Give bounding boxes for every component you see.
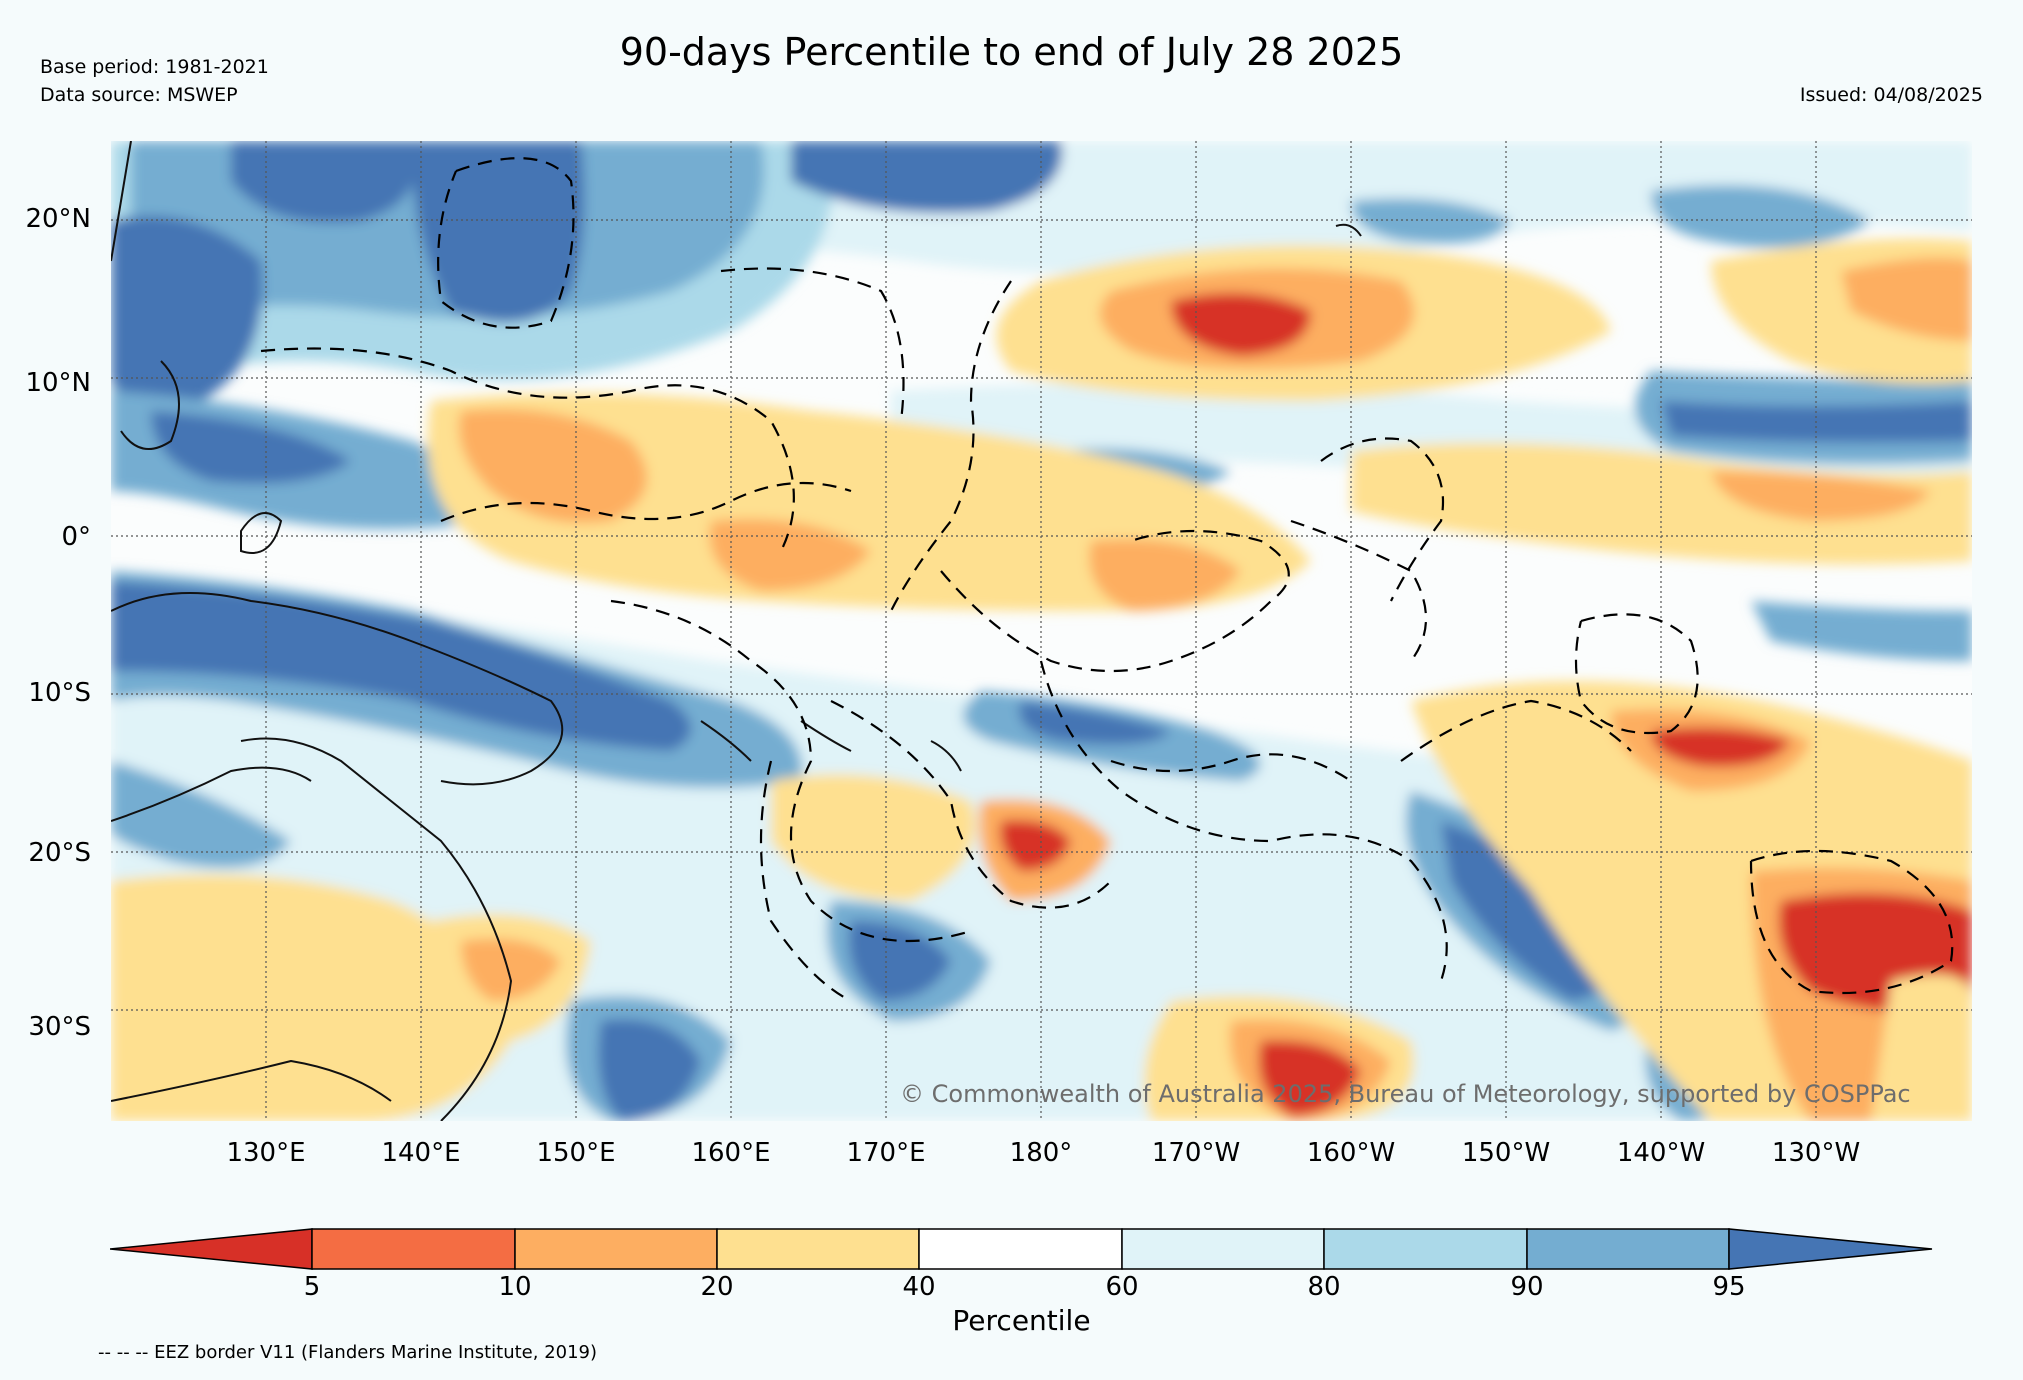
colorbar-segment-0 — [110, 1228, 313, 1270]
eez-border-note: -- -- -- EEZ border V11 (Flanders Marine… — [98, 1342, 598, 1363]
colorbar-segment-8 — [1728, 1228, 1933, 1270]
copyright-notice: © Commonwealth of Australia 2025, Bureau… — [900, 1080, 1911, 1108]
lat-label-10s: 10°S — [28, 678, 91, 708]
colorbar-tick: 80 — [1307, 1272, 1341, 1302]
lat-label-20n: 20°N — [25, 204, 91, 234]
colorbar-segment-2 — [514, 1228, 718, 1270]
colorbar-tick: 10 — [498, 1272, 532, 1302]
lon-label-160e: 160°E — [691, 1138, 771, 1168]
colorbar-label: Percentile — [952, 1304, 1091, 1337]
lon-label-160w: 160°W — [1306, 1138, 1396, 1168]
colorbar-tick: 40 — [902, 1272, 936, 1302]
colorbar-segment-5 — [1121, 1228, 1325, 1270]
colorbar-tick: 20 — [700, 1272, 734, 1302]
lon-label-130e: 130°E — [226, 1138, 306, 1168]
page-title: 90-days Percentile to end of July 28 202… — [619, 30, 1404, 74]
coastlines — [111, 141, 1362, 1121]
percentile-colorbar — [110, 1228, 1933, 1270]
colorbar-tick: 5 — [303, 1272, 321, 1302]
colorbar-segment-1 — [311, 1228, 516, 1270]
lat-label-10n: 10°N — [25, 368, 91, 398]
data-source-note: Data source: MSWEP — [40, 84, 238, 106]
colorbar-tick: 95 — [1712, 1272, 1746, 1302]
lon-label-140e: 140°E — [381, 1138, 461, 1168]
eez-borders — [260, 157, 1954, 1002]
lon-label-180: 180° — [1009, 1138, 1073, 1168]
lon-label-140w: 140°W — [1616, 1138, 1706, 1168]
base-period-note: Base period: 1981-2021 — [40, 56, 269, 78]
percentile-map — [111, 141, 1972, 1121]
colorbar-tick: 90 — [1510, 1272, 1544, 1302]
colorbar-segment-7 — [1526, 1228, 1730, 1270]
lat-label-20s: 20°S — [28, 838, 91, 868]
lon-label-150e: 150°E — [536, 1138, 616, 1168]
colorbar-segment-4 — [918, 1228, 1123, 1270]
lat-label-30s: 30°S — [28, 1012, 91, 1042]
lon-label-150w: 150°W — [1461, 1138, 1551, 1168]
colorbar-tick: 60 — [1105, 1272, 1139, 1302]
colorbar-segment-6 — [1323, 1228, 1528, 1270]
lon-label-170w: 170°W — [1151, 1138, 1241, 1168]
map-canvas — [111, 141, 1972, 1121]
lat-label-0: 0° — [61, 522, 91, 552]
issued-date: Issued: 04/08/2025 — [1799, 84, 1983, 106]
colorbar-segment-3 — [716, 1228, 920, 1270]
lon-label-130w: 130°W — [1771, 1138, 1861, 1168]
lon-label-170e: 170°E — [846, 1138, 926, 1168]
graticule-lines — [111, 141, 1972, 1121]
